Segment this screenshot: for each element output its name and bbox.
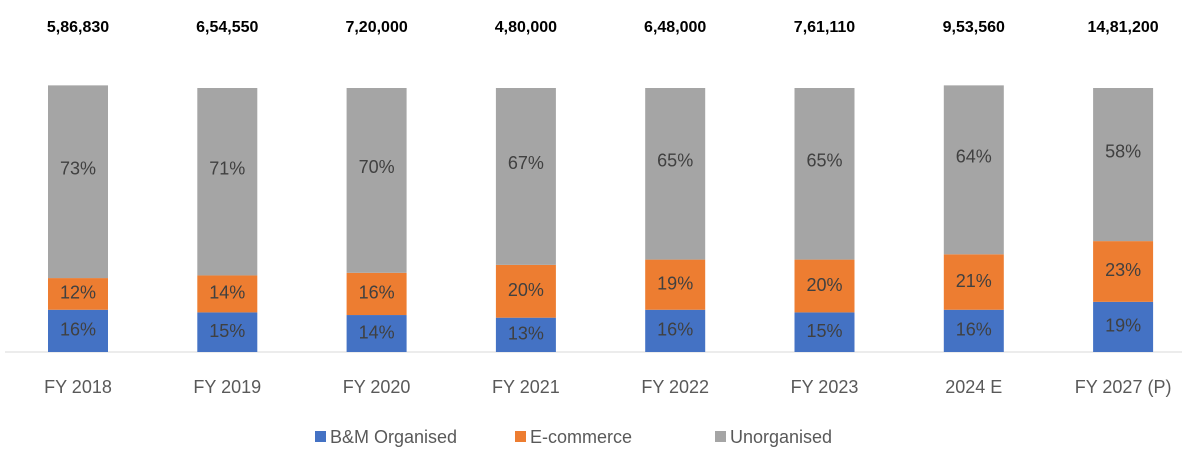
total-label: 7,20,000 [345, 19, 407, 36]
bar-segment [794, 312, 855, 352]
bar-segment [495, 88, 556, 265]
data-label: 58% [1105, 141, 1141, 161]
total-label: 5,86,830 [47, 19, 109, 36]
data-label: 21% [956, 271, 992, 291]
legend-swatch [515, 431, 526, 442]
bar-segment [346, 88, 407, 273]
bar-segment [943, 254, 1004, 310]
bar-segment [495, 264, 556, 318]
x-tick-label: FY 2027 (P) [1075, 377, 1172, 397]
bar-segment [645, 259, 706, 310]
x-tick-label: FY 2023 [791, 377, 859, 397]
total-label: 6,48,000 [644, 19, 706, 36]
bar-segment [48, 278, 108, 310]
x-tick-label: FY 2021 [492, 377, 560, 397]
data-label: 15% [209, 321, 245, 341]
bar-segment [1093, 241, 1154, 302]
legend-swatch [715, 431, 726, 442]
data-label: 14% [359, 322, 395, 342]
bar-segment [943, 85, 1004, 255]
x-tick-label: FY 2019 [193, 377, 261, 397]
data-label: 15% [806, 321, 842, 341]
bar-segment [645, 88, 706, 260]
total-label: 9,53,560 [943, 19, 1005, 36]
data-label: 16% [60, 320, 96, 340]
bar-segment [48, 85, 108, 279]
bar-segment [794, 259, 855, 313]
data-label: 65% [657, 151, 693, 171]
data-label: 12% [60, 283, 96, 303]
data-label: 23% [1105, 260, 1141, 280]
x-tick-label: 2024 E [945, 377, 1002, 397]
bar-segment [495, 317, 556, 352]
legend-swatch [315, 431, 326, 442]
data-label: 16% [956, 320, 992, 340]
data-label: 70% [359, 157, 395, 177]
total-label: 6,54,550 [196, 19, 258, 36]
bar-segment [1093, 88, 1154, 242]
data-label: 13% [508, 324, 544, 344]
data-label: 16% [359, 283, 395, 303]
bar-segment [794, 88, 855, 260]
bar-segment [1093, 301, 1154, 352]
data-label: 71% [209, 158, 245, 178]
bar-segment [48, 309, 108, 352]
total-label: 7,61,110 [794, 19, 856, 36]
bar-segment [346, 315, 407, 352]
legend-label: B&M Organised [330, 427, 457, 447]
bar-segment [645, 309, 706, 352]
bar-segment [197, 275, 258, 313]
data-label: 14% [209, 283, 245, 303]
bar-segment [346, 272, 407, 316]
x-tick-label: FY 2018 [44, 377, 112, 397]
total-label: 4,80,000 [495, 19, 557, 36]
data-label: 19% [1105, 316, 1141, 336]
data-label: 20% [806, 275, 842, 295]
legend-label: E-commerce [530, 427, 632, 447]
legend-label: Unorganised [730, 427, 832, 447]
x-tick-label: FY 2022 [641, 377, 709, 397]
data-label: 67% [508, 153, 544, 173]
data-label: 16% [657, 320, 693, 340]
bar-segment [197, 88, 258, 276]
data-label: 19% [657, 273, 693, 293]
data-label: 20% [508, 280, 544, 300]
bar-segment [943, 309, 1004, 352]
data-label: 65% [806, 151, 842, 171]
data-label: 73% [60, 158, 96, 178]
bar-segment [197, 312, 258, 352]
data-label: 64% [956, 147, 992, 167]
x-tick-label: FY 2020 [343, 377, 411, 397]
total-label: 14,81,200 [1088, 19, 1159, 36]
